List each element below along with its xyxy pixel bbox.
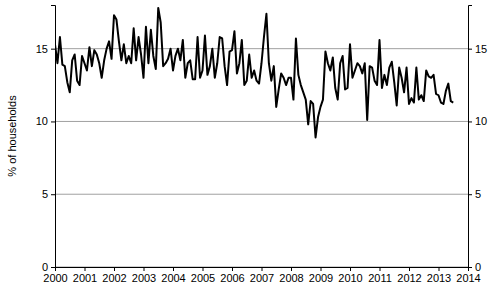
tick-mark — [468, 194, 472, 195]
tick-label: 5 — [475, 188, 481, 200]
tick: 2009 — [309, 267, 333, 284]
plot: 2000 2001 2002 2003 2004 2005 2006 2007 2008 2009… — [36, 6, 488, 284]
tick-label: 2008 — [279, 272, 303, 284]
tick: 2013 — [427, 267, 451, 284]
axis-line — [469, 6, 473, 268]
tick-label: 2006 — [220, 272, 244, 284]
chart: 2000 2001 2002 2003 2004 2005 2006 2007 2008 2009… — [0, 0, 491, 302]
tick: 2008 — [279, 267, 303, 284]
tick: 0 — [468, 261, 481, 273]
tick-mark — [468, 49, 472, 50]
tick-label: 15 — [36, 43, 48, 55]
tick-mark — [51, 121, 55, 122]
tick-mark — [262, 267, 263, 271]
tick-label: 2002 — [102, 272, 126, 284]
tick: 5 — [42, 188, 55, 200]
axis-line — [51, 6, 56, 268]
tick-mark — [321, 267, 322, 271]
y-axis-left: 0 5 10 15 — [36, 6, 56, 274]
tick-mark — [380, 267, 381, 271]
tick-label: 2004 — [161, 272, 185, 284]
tick-mark — [468, 267, 472, 268]
tick-label: 2014 — [456, 272, 480, 284]
tick: 2007 — [250, 267, 274, 284]
tick-label: 2001 — [73, 272, 97, 284]
tick-label: 2011 — [368, 272, 392, 284]
tick-label: 2013 — [427, 272, 451, 284]
tick: 2003 — [132, 267, 156, 284]
tick-label: 0 — [42, 261, 48, 273]
tick-mark — [51, 267, 55, 268]
tick: 15 — [36, 43, 55, 55]
tick-mark — [144, 267, 145, 271]
tick-label: 2003 — [132, 272, 156, 284]
tick-label: 15 — [475, 43, 487, 55]
tick: 10 — [36, 115, 55, 127]
tick: 15 — [468, 43, 487, 55]
tick-mark — [409, 267, 410, 271]
axis-line — [56, 268, 469, 272]
tick: 2012 — [397, 267, 421, 284]
tick-label: 10 — [475, 115, 487, 127]
grid-line — [55, 48, 468, 49]
tick-label: 5 — [42, 188, 48, 200]
grid-line — [55, 194, 468, 195]
grid-line — [55, 121, 468, 122]
tick-label: 2005 — [191, 272, 215, 284]
tick-label: 2012 — [397, 272, 421, 284]
tick: 2005 — [191, 267, 215, 284]
tick-label: 2000 — [43, 272, 67, 284]
data-line — [55, 8, 453, 138]
tick: 2001 — [73, 267, 97, 284]
tick: 10 — [468, 115, 487, 127]
tick-mark — [203, 267, 204, 271]
tick-label: 0 — [475, 261, 481, 273]
series — [55, 8, 453, 138]
tick-mark — [439, 267, 440, 271]
y-axis-right: 0 5 10 15 — [468, 6, 487, 274]
tick: 2002 — [102, 267, 126, 284]
tick-mark — [85, 267, 86, 271]
tick-mark — [468, 121, 472, 122]
tick-label: 10 — [36, 115, 48, 127]
tick-mark — [350, 267, 351, 271]
tick: 2006 — [220, 267, 244, 284]
tick-label: 2010 — [338, 272, 362, 284]
tick: 2004 — [161, 267, 185, 284]
tick-mark — [51, 49, 55, 50]
tick-label: 2009 — [309, 272, 333, 284]
tick-label: 2007 — [250, 272, 274, 284]
y-axis-title: % of households — [6, 95, 18, 177]
tick-mark — [232, 267, 233, 271]
tick-mark — [51, 194, 55, 195]
tick-mark — [114, 267, 115, 271]
x-axis: 2000 2001 2002 2003 2004 2005 2006 2007 2008 2009… — [43, 267, 480, 284]
tick: 5 — [468, 188, 481, 200]
tick: 2010 — [338, 267, 362, 284]
tick-mark — [291, 267, 292, 271]
tick: 2011 — [368, 267, 392, 284]
tick-mark — [173, 267, 174, 271]
tick: 0 — [42, 261, 55, 273]
